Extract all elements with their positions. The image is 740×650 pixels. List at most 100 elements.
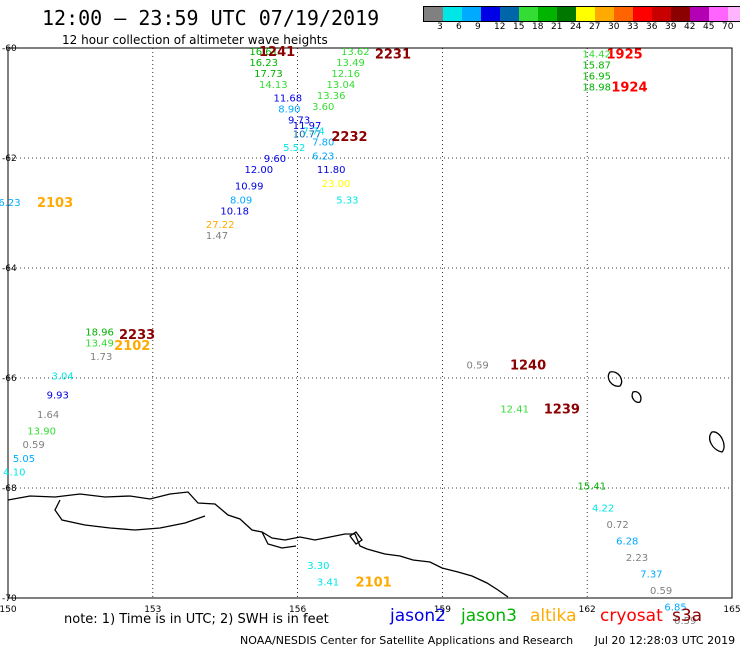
- wave-height-value: 0.72: [607, 520, 629, 531]
- wave-height-value: 3.60: [312, 102, 334, 113]
- wave-height-value: 3.41: [317, 578, 339, 589]
- island-3: [708, 431, 725, 453]
- wave-height-value: 3.04: [51, 371, 73, 382]
- wave-height-value: 13.36: [317, 91, 346, 102]
- pass-time-label: 1925: [607, 48, 643, 63]
- axis-tick-labels: 150 153 156 159 162 165 -60 -62 -64 -66 -68 -70: [0, 44, 740, 615]
- wave-height-value: 1.47: [206, 231, 228, 242]
- wave-height-value: 8.90: [278, 105, 300, 116]
- x-tick-label: 162: [579, 605, 596, 615]
- pass-time-label: 1241: [259, 45, 295, 60]
- pass-time-label: 2101: [356, 576, 392, 591]
- wave-height-value: 13.04: [327, 80, 356, 91]
- wave-height-value: 27.22: [206, 220, 235, 231]
- wave-height-value: 13.62: [341, 47, 370, 58]
- y-tick-label: -64: [2, 264, 17, 274]
- scale-swatch: [576, 7, 595, 21]
- legend-cryosat: cryosat: [600, 606, 663, 626]
- scale-label: 15: [513, 22, 525, 32]
- wave-height-value: 18.98: [582, 83, 611, 94]
- y-tick-label: -70: [2, 594, 17, 604]
- wave-height-value: 15.87: [582, 61, 611, 72]
- scale-swatch: [500, 7, 519, 21]
- y-tick-label: -68: [2, 484, 17, 494]
- wave-height-value: 7.37: [640, 569, 662, 580]
- pass-time-label: 1239: [544, 402, 580, 417]
- pass-time-label: 2103: [37, 196, 73, 211]
- y-tick-label: -62: [2, 154, 17, 164]
- wave-height-value: 10.77: [293, 129, 322, 140]
- island-2: [631, 390, 642, 404]
- wave-height-value: 18.96: [85, 327, 114, 338]
- pass-time-label: 1924: [611, 81, 647, 96]
- scale-swatch: [652, 7, 671, 21]
- x-tick-label: 165: [723, 605, 740, 615]
- wave-height-value: 9.60: [264, 154, 286, 165]
- scale-swatch: [519, 7, 538, 21]
- wave-height-value: 13.49: [85, 338, 114, 349]
- wave-height-value: 11.97: [293, 121, 322, 132]
- map-subtitle: 12 hour collection of altimeter wave hei…: [62, 33, 328, 47]
- y-tick-label: -60: [2, 44, 17, 54]
- wave-height-value: 9.93: [47, 391, 69, 402]
- wave-height-value: 16.23: [249, 58, 278, 69]
- x-tick-label: 156: [289, 605, 306, 615]
- wave-height-value: 7.80: [312, 138, 334, 149]
- scale-label: 33: [627, 22, 639, 32]
- wave-height-value: 1.64: [37, 410, 59, 421]
- scale-swatch: [443, 7, 462, 21]
- scale-label: 21: [551, 22, 563, 32]
- footer-note: note: 1) Time is in UTC; 2) SWH is in fe…: [64, 612, 329, 627]
- coastline-inlet: [54, 499, 206, 531]
- x-tick-label: 153: [144, 605, 161, 615]
- wave-height-value: 6.28: [616, 536, 638, 547]
- island-4: [349, 531, 363, 545]
- legend-s3a: s3a: [672, 606, 703, 626]
- wave-height-value: 1.73: [90, 352, 112, 363]
- wave-height-value: 13.49: [336, 58, 365, 69]
- scale-swatch: [690, 7, 709, 21]
- scale-label: 12: [494, 22, 506, 32]
- scale-swatch: [728, 7, 740, 21]
- wave-height-value: 6.23: [312, 151, 334, 162]
- pass-time-label: 2102: [114, 339, 150, 354]
- legend-altika: altika: [530, 606, 577, 626]
- pass-time-label: 1240: [510, 358, 546, 373]
- scale-swatch: [614, 7, 633, 21]
- wave-height-value: 12.16: [331, 69, 360, 80]
- x-tick-label: 159: [434, 605, 451, 615]
- scale-label: 30: [608, 22, 620, 32]
- wave-height-value: 15.41: [578, 481, 607, 492]
- wave-height-value: 5.52: [283, 143, 305, 154]
- wave-height-value: 4.22: [592, 503, 614, 514]
- scale-label: 45: [703, 22, 715, 32]
- wave-height-value: 13.90: [27, 426, 56, 437]
- scale-swatch: [709, 7, 728, 21]
- scale-label: 6: [456, 22, 462, 32]
- scale-swatch: [595, 7, 614, 21]
- y-tick-label: -66: [2, 374, 17, 384]
- scale-label: 36: [646, 22, 658, 32]
- legend-jason3: jason3: [461, 606, 517, 626]
- credit-text: NOAA/NESDIS Center for Satellite Applica…: [240, 634, 574, 647]
- wave-height-value: 7.74: [302, 127, 324, 138]
- wave-height-value: 2.23: [626, 553, 648, 564]
- wave-height-value: 11.80: [317, 165, 346, 176]
- coastline: [7, 371, 725, 598]
- island-1: [607, 371, 623, 387]
- footer-credit: NOAA/NESDIS Center for Satellite Applica…: [240, 634, 735, 647]
- wave-height-value: 17.73: [254, 69, 283, 80]
- wave-height-value: 11.68: [273, 94, 302, 105]
- wave-height-value: 14.13: [259, 80, 288, 91]
- wave-height-value: 0.59: [650, 586, 672, 597]
- wave-height-value: 6.23: [0, 198, 21, 209]
- wave-height-value: 4.10: [3, 468, 25, 479]
- wave-height-value: 5.33: [336, 195, 358, 206]
- map-frame: [7, 47, 733, 599]
- map-grid: [7, 47, 733, 599]
- scale-label: 24: [570, 22, 582, 32]
- wave-height-color-scale: [423, 6, 740, 22]
- wave-height-value: 10.99: [235, 182, 264, 193]
